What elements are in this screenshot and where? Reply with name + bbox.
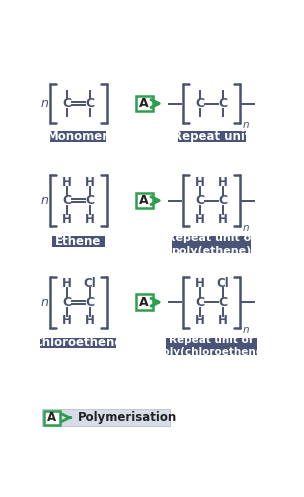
- Text: H: H: [195, 277, 205, 290]
- FancyBboxPatch shape: [172, 236, 251, 253]
- Text: A: A: [139, 97, 149, 110]
- Text: Monomer: Monomer: [47, 130, 109, 143]
- FancyBboxPatch shape: [136, 295, 153, 310]
- Text: C: C: [219, 296, 228, 309]
- Text: C: C: [195, 97, 205, 110]
- Text: n: n: [243, 223, 249, 233]
- Text: n: n: [243, 120, 249, 130]
- Text: Cl: Cl: [217, 277, 230, 290]
- Text: A: A: [139, 296, 149, 309]
- FancyBboxPatch shape: [136, 96, 153, 111]
- FancyBboxPatch shape: [52, 236, 105, 247]
- Text: A: A: [47, 411, 57, 424]
- Text: Polymerisation: Polymerisation: [78, 411, 178, 424]
- Text: Ethene: Ethene: [55, 235, 102, 248]
- Text: C: C: [62, 296, 71, 309]
- Text: C: C: [195, 194, 205, 207]
- Text: H: H: [85, 314, 95, 327]
- Text: n: n: [243, 325, 249, 335]
- Text: Cl: Cl: [84, 277, 96, 290]
- Text: Repeat unit of
poly(ethene): Repeat unit of poly(ethene): [167, 233, 256, 255]
- Text: C: C: [219, 194, 228, 207]
- Text: H: H: [218, 213, 228, 226]
- FancyBboxPatch shape: [166, 337, 257, 354]
- Text: H: H: [62, 314, 72, 327]
- Text: C: C: [62, 97, 71, 110]
- Text: H: H: [195, 213, 205, 226]
- FancyBboxPatch shape: [42, 409, 170, 426]
- Text: Repeat unit of
poly(chloroethene): Repeat unit of poly(chloroethene): [155, 335, 268, 357]
- Text: C: C: [195, 296, 205, 309]
- FancyBboxPatch shape: [178, 131, 246, 142]
- Text: C: C: [219, 97, 228, 110]
- Text: H: H: [195, 314, 205, 327]
- Text: Chloroethene: Chloroethene: [34, 336, 123, 349]
- Text: A: A: [139, 194, 149, 207]
- Text: n: n: [40, 296, 48, 309]
- Text: C: C: [85, 296, 95, 309]
- Text: H: H: [85, 175, 95, 188]
- FancyBboxPatch shape: [136, 193, 153, 208]
- Text: C: C: [85, 194, 95, 207]
- FancyBboxPatch shape: [44, 411, 60, 424]
- Text: H: H: [195, 175, 205, 188]
- Text: Repeat unit: Repeat unit: [173, 130, 250, 143]
- Text: H: H: [62, 213, 72, 226]
- Text: C: C: [85, 97, 95, 110]
- Text: H: H: [62, 175, 72, 188]
- FancyBboxPatch shape: [50, 131, 106, 142]
- Text: H: H: [85, 213, 95, 226]
- Text: n: n: [40, 97, 48, 110]
- FancyBboxPatch shape: [40, 337, 116, 348]
- Text: C: C: [62, 194, 71, 207]
- Text: H: H: [218, 314, 228, 327]
- Text: H: H: [62, 277, 72, 290]
- Text: H: H: [218, 175, 228, 188]
- Text: n: n: [40, 194, 48, 207]
